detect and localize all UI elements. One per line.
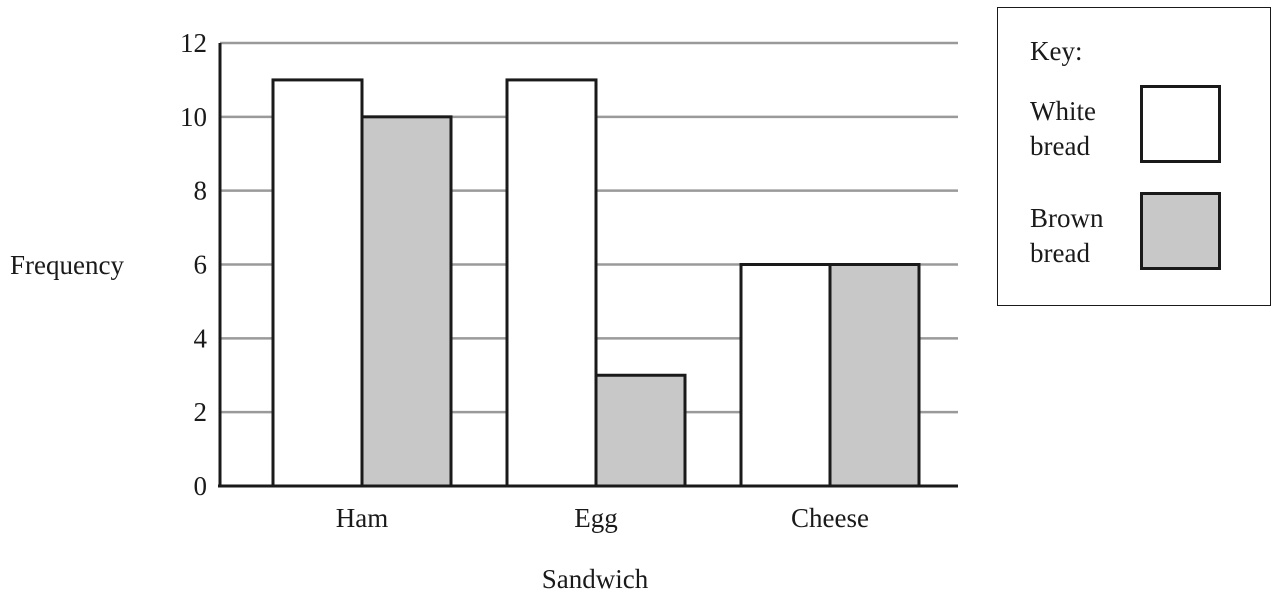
bar-cheese-brown-bread: [828, 263, 921, 488]
legend-label-line: White: [1030, 96, 1096, 126]
bar-egg-white-bread: [505, 78, 598, 488]
y-tick-label: 4: [194, 323, 208, 353]
y-tick-label: 8: [194, 176, 208, 206]
bars: [271, 78, 921, 488]
bar-cheese-white-bread: [739, 263, 832, 488]
y-axis-label: Frequency: [10, 250, 124, 280]
y-tick-label: 12: [180, 28, 207, 58]
legend-swatch-white-bread: [1140, 85, 1221, 163]
x-axis-label: Sandwich: [542, 564, 649, 594]
x-tick-label: Cheese: [791, 503, 869, 533]
bar-ham-white-bread: [271, 78, 364, 488]
legend-label-line: bread: [1030, 238, 1090, 268]
legend-label-line: bread: [1030, 131, 1090, 161]
legend-swatch-brown-bread: [1140, 192, 1221, 270]
x-tick-label: Ham: [336, 503, 388, 533]
legend: Key: White bread Brown bread: [997, 7, 1271, 306]
y-tick-label: 10: [180, 102, 207, 132]
x-tick-labels: Ham Egg Cheese: [336, 503, 869, 533]
y-tick-labels: 0 2 4 6 8 10 12: [180, 28, 208, 501]
y-tick-label: 6: [194, 250, 208, 280]
y-tick-label: 0: [194, 471, 208, 501]
axes: [218, 43, 958, 488]
legend-label-white-bread: White bread: [1030, 94, 1096, 164]
legend-label-line: Brown: [1030, 203, 1104, 233]
bar-egg-brown-bread: [594, 373, 687, 488]
legend-label-brown-bread: Brown bread: [1030, 201, 1104, 271]
bar-ham-brown-bread: [360, 115, 453, 488]
y-tick-label: 2: [194, 397, 208, 427]
legend-title: Key:: [1030, 36, 1083, 66]
x-tick-label: Egg: [574, 503, 618, 533]
